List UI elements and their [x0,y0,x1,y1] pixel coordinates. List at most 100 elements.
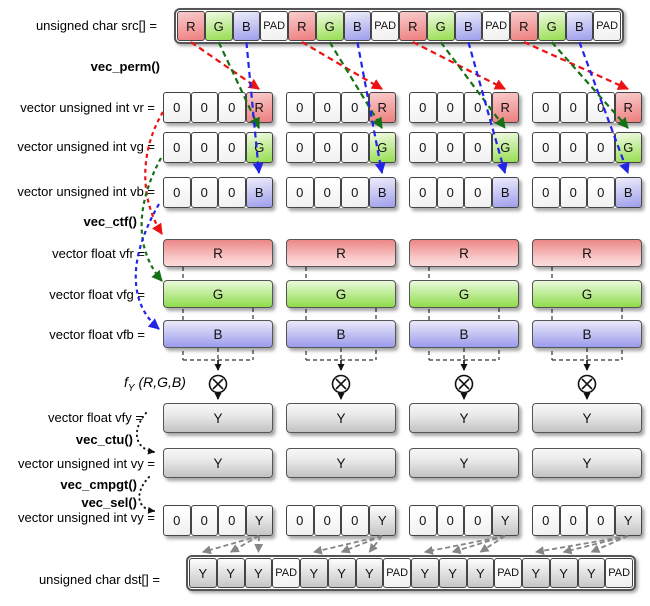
cell-g: G [368,132,396,163]
vfy-bar-2: Y [286,403,396,433]
store-arrow-3-2 [451,535,506,554]
cell-g: G [426,11,455,41]
cell-0: 0 [218,132,246,163]
cell-y: Y [522,558,550,588]
vfr-bar-4: R [532,239,642,267]
cell-r: R [288,11,316,41]
cell-0: 0 [587,505,615,536]
cell-y: Y [216,558,245,588]
fy-args: (R,G,B) [138,374,186,390]
cell-b: B [245,177,273,208]
store-arrow-3-3 [479,535,506,553]
cell-y: Y [189,558,217,588]
vec-ctf-label: vec_ctf() [83,214,137,229]
cell-0: 0 [559,92,587,123]
vfy-bar-4: Y [532,403,642,433]
src-byte-row: R G B PAD R G B PAD R G B PAD R G B PAD [174,8,624,44]
vfg-vector-label: vector float vfg = [49,287,145,302]
vfy-bar-1: Y [163,403,273,433]
cell-pad: PAD [383,558,411,588]
circled-times-icon [454,374,474,394]
cell-g: G [491,132,519,163]
vfb-vector-label: vector float vfb = [49,327,145,342]
cell-0: 0 [464,505,492,536]
cell-0: 0 [464,177,492,208]
cell-b: B [614,177,642,208]
ctf-arrow-r [144,111,164,235]
perm-arrow-r-3 [412,41,506,90]
cell-0: 0 [341,92,369,123]
vfr-bar-1: R [163,239,273,267]
vfg-bar-3: G [409,280,519,308]
cell-g: G [614,132,642,163]
cell-pad: PAD [605,558,633,588]
cell-0: 0 [163,177,191,208]
cell-0: 0 [286,505,314,536]
cell-r: R [368,92,396,123]
vfr-bar-3: R [409,239,519,267]
cell-g: G [315,11,344,41]
ctf-arrow-b [134,203,160,330]
vy-selected-vector-label: vector unsigned int vy = [18,510,155,525]
vfy-bar-3: Y [409,403,519,433]
cell-y: Y [355,558,384,588]
cell-0: 0 [464,92,492,123]
cell-b: B [368,177,396,208]
fy-subscript: Y [127,382,135,394]
vfb-bar-3: B [409,320,519,348]
cell-y: Y [244,558,273,588]
cell-pad: PAD [482,11,510,41]
vy-bar-3: Y [409,448,519,478]
vfy-vector-label: vector float vfy = [47,410,143,425]
store-arrow-2-3 [368,535,383,553]
store-arrow-2-1 [312,535,383,555]
circled-times-icon [331,374,351,394]
vb-vector-label: vector unsigned int vb = [17,184,155,199]
cell-y: Y [245,505,273,536]
cell-0: 0 [409,92,437,123]
vfg-bar-4: G [532,280,642,308]
cell-0: 0 [587,92,615,123]
vy-vector-label: vector unsigned int vy = [18,456,155,471]
circled-times-icon [577,374,597,394]
store-arrow-1-1 [201,535,260,555]
cell-0: 0 [559,505,587,536]
cell-y: Y [300,558,328,588]
cell-r: R [245,92,273,123]
cell-0: 0 [341,132,369,163]
cell-y: Y [327,558,356,588]
cell-0: 0 [190,505,218,536]
cell-0: 0 [163,92,191,123]
cell-0: 0 [218,177,246,208]
cell-0: 0 [409,177,437,208]
vy-bar-4: Y [532,448,642,478]
cell-0: 0 [163,505,191,536]
cell-0: 0 [587,177,615,208]
perm-arrow-r-1 [190,41,260,90]
store-arrow-3-1 [423,535,506,555]
cell-0: 0 [313,132,341,163]
cell-0: 0 [190,132,218,163]
store-arrow-1-2 [229,535,260,553]
cell-y: Y [368,505,396,536]
cell-b: B [565,11,594,41]
cell-0: 0 [409,505,437,536]
cell-0: 0 [286,132,314,163]
dst-array-label: unsigned char dst[] = [38,572,160,587]
sel-arrow [138,476,155,514]
cell-0: 0 [559,177,587,208]
cell-0: 0 [559,132,587,163]
cell-pad: PAD [260,11,288,41]
fy-f: f [124,374,128,390]
cell-g: G [204,11,233,41]
cell-y: Y [577,558,606,588]
